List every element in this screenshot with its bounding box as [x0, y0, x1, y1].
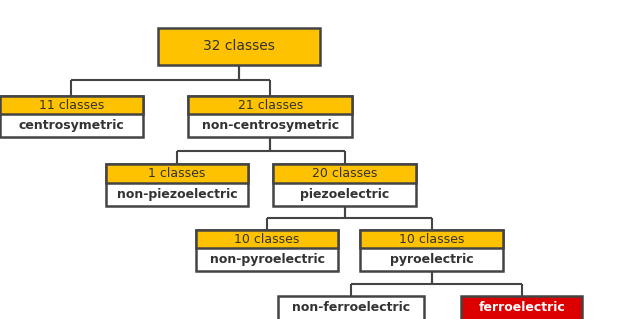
Text: 11 classes: 11 classes [39, 99, 104, 112]
FancyBboxPatch shape [158, 28, 320, 64]
FancyBboxPatch shape [0, 96, 143, 137]
FancyBboxPatch shape [273, 164, 416, 206]
FancyBboxPatch shape [106, 164, 248, 183]
Text: non-piezoelectric: non-piezoelectric [117, 188, 237, 201]
FancyBboxPatch shape [188, 96, 353, 114]
FancyBboxPatch shape [278, 296, 424, 319]
Text: pyroelectric: pyroelectric [390, 253, 473, 266]
FancyBboxPatch shape [196, 230, 338, 248]
Text: non-ferroelectric: non-ferroelectric [292, 301, 410, 314]
Text: non-pyroelectric: non-pyroelectric [209, 253, 325, 266]
Text: 1 classes: 1 classes [148, 167, 206, 180]
Text: centrosymetric: centrosymetric [19, 119, 124, 132]
FancyBboxPatch shape [106, 164, 248, 206]
FancyBboxPatch shape [273, 164, 416, 183]
FancyBboxPatch shape [188, 96, 353, 137]
Text: 10 classes: 10 classes [234, 233, 300, 246]
FancyBboxPatch shape [360, 230, 503, 248]
Text: non-centrosymetric: non-centrosymetric [202, 119, 338, 132]
Text: ferroelectric: ferroelectric [478, 301, 565, 314]
FancyBboxPatch shape [461, 296, 582, 319]
Text: 10 classes: 10 classes [399, 233, 465, 246]
Text: piezoelectric: piezoelectric [300, 188, 389, 201]
FancyBboxPatch shape [196, 230, 338, 271]
FancyBboxPatch shape [360, 230, 503, 271]
Text: 20 classes: 20 classes [312, 167, 378, 180]
FancyBboxPatch shape [0, 96, 143, 114]
Text: 32 classes: 32 classes [203, 39, 275, 53]
Text: 21 classes: 21 classes [237, 99, 303, 112]
